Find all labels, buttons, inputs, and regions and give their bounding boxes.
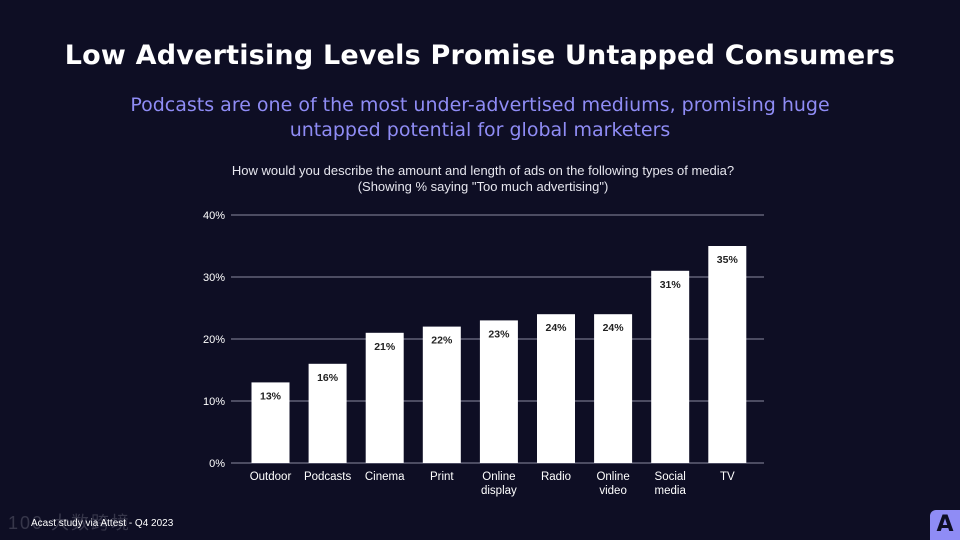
x-tick-label: TV xyxy=(720,471,735,483)
y-tick-label: 10% xyxy=(203,396,225,408)
bar-value-label: 24% xyxy=(545,322,567,334)
x-tick-label: Podcasts xyxy=(304,471,352,483)
y-tick-label: 20% xyxy=(203,334,225,346)
x-tick-label: media xyxy=(655,485,687,497)
y-tick-label: 40% xyxy=(203,210,225,222)
bar-value-label: 23% xyxy=(488,328,510,340)
page-subtitle: Podcasts are one of the most under-adver… xyxy=(130,94,830,141)
bar xyxy=(251,382,290,463)
chart-subtitle: (Showing % saying "Too much advertising"… xyxy=(357,179,609,194)
watermark: 100 大数跨境 xyxy=(8,513,132,533)
bar xyxy=(594,314,633,463)
x-tick-label: Outdoor xyxy=(250,471,292,483)
x-tick-label: Radio xyxy=(541,471,571,483)
y-tick-label: 0% xyxy=(209,458,225,470)
chart-title-block: How would you describe the amount and le… xyxy=(150,163,816,195)
bar-layer xyxy=(251,246,747,463)
y-tick-label: 30% xyxy=(203,272,225,284)
bar xyxy=(708,246,747,463)
bar-value-label: 31% xyxy=(660,279,682,291)
bar-value-label: 16% xyxy=(317,372,339,384)
bar xyxy=(308,363,347,463)
acast-logo: A xyxy=(930,510,960,540)
x-tick-label: Social xyxy=(655,471,686,483)
bar xyxy=(365,332,404,463)
acast-logo-letter: A xyxy=(936,512,954,537)
x-tick-label: Online xyxy=(482,471,515,483)
source-note: Acast study via Attest - Q4 2023 xyxy=(31,518,174,529)
bar-value-label: 22% xyxy=(431,335,453,347)
x-tick-label: video xyxy=(599,485,627,497)
bar-value-label: 24% xyxy=(603,322,625,334)
x-tick-label: Online xyxy=(596,471,629,483)
chart-title: How would you describe the amount and le… xyxy=(231,163,735,178)
bar-value-label: 21% xyxy=(374,341,396,353)
bar-value-label: 35% xyxy=(717,254,739,266)
x-tick-label: Cinema xyxy=(365,471,405,483)
bar-value-label: 13% xyxy=(260,390,282,402)
bar xyxy=(479,320,518,463)
page-title: Low Advertising Levels Promise Untapped … xyxy=(64,40,896,71)
x-tick-label: Print xyxy=(430,471,454,483)
label-layer: 0% 10% 20% 30% 40% 13% Outdoor 16% Podcasts 21% Ci… xyxy=(203,210,739,497)
bar xyxy=(537,314,575,463)
bar xyxy=(651,270,690,463)
bar xyxy=(422,326,461,463)
x-tick-label: display xyxy=(481,485,517,497)
